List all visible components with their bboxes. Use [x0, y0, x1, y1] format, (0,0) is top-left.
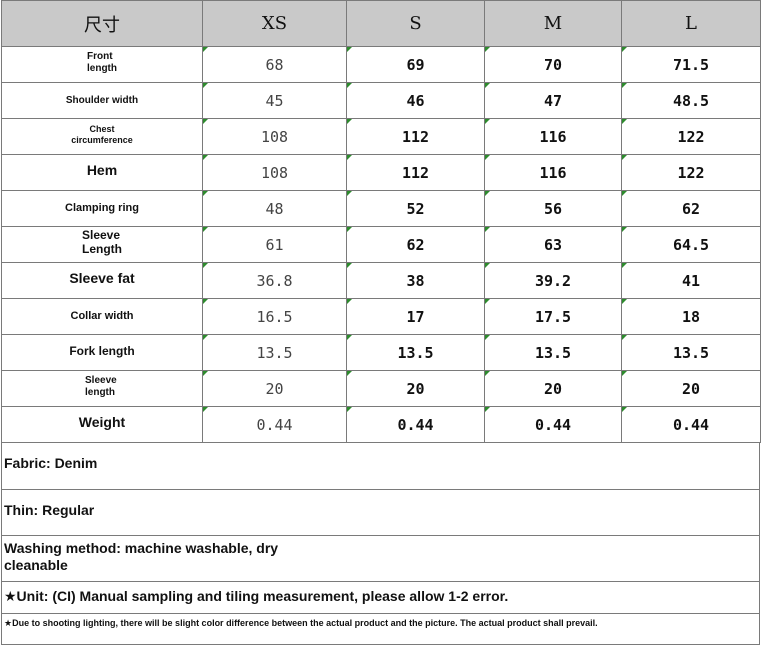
value-l: 0.44	[621, 406, 761, 443]
value-m: 13.5	[484, 334, 622, 371]
value-xs: 48	[202, 190, 347, 227]
washing-info: Washing method: machine washable, dry cl…	[1, 536, 760, 582]
value-l: 48.5	[621, 82, 761, 119]
value-s: 112	[346, 154, 485, 191]
thickness-info: Thin: Regular	[1, 490, 760, 536]
value-s: 46	[346, 82, 485, 119]
row-label-cell: Sleeve fat	[1, 262, 203, 299]
value-l: 18	[621, 298, 761, 335]
table-row: Sleeve Length 61 62 63 64.5	[1, 226, 761, 263]
value-l: 13.5	[621, 334, 761, 371]
value-l: 122	[621, 118, 761, 155]
row-label-cell: Shoulder width	[1, 82, 203, 119]
value-l: 64.5	[621, 226, 761, 263]
row-label-cell: Collar width	[1, 298, 203, 335]
value-l: 41	[621, 262, 761, 299]
washing-text: Washing method: machine washable, dry cl…	[4, 540, 279, 573]
row-label-cell: Hem	[1, 154, 203, 191]
value-xs: 68	[202, 46, 347, 83]
value-xs: 36.8	[202, 262, 347, 299]
value-xs: 108	[202, 118, 347, 155]
value-l: 122	[621, 154, 761, 191]
value-s: 62	[346, 226, 485, 263]
value-l: 62	[621, 190, 761, 227]
row-label-cell: Clamping ring	[1, 190, 203, 227]
row-label: Collar width	[62, 308, 142, 325]
table-row: Hem 108 112 116 122	[1, 154, 761, 191]
value-xs: 45	[202, 82, 347, 119]
table-row: Chest circumference 108 112 116 122	[1, 118, 761, 155]
row-label-cell: Sleeve length	[1, 370, 203, 407]
value-xs: 0.44	[202, 406, 347, 443]
value-xs: 20	[202, 370, 347, 407]
value-l: 71.5	[621, 46, 761, 83]
value-l: 20	[621, 370, 761, 407]
table-row: Shoulder width 45 46 47 48.5	[1, 82, 761, 119]
value-m: 17.5	[484, 298, 622, 335]
header-xs: XS	[202, 0, 347, 47]
row-label: Fork length	[61, 343, 143, 361]
row-label: Hem	[78, 160, 126, 181]
row-label: Sleeve length	[77, 373, 127, 400]
disclaimer-text: ★Due to shooting lighting, there will be…	[4, 618, 598, 628]
header-s: S	[346, 0, 485, 47]
table-row: Front length 68 69 70 71.5	[1, 46, 761, 83]
value-s: 38	[346, 262, 485, 299]
value-xs: 61	[202, 226, 347, 263]
row-label-cell: Fork length	[1, 334, 203, 371]
value-m: 47	[484, 82, 622, 119]
size-table: 尺寸 XS S M L Front length 68 69 70 71.5 S…	[1, 0, 761, 443]
value-xs: 108	[202, 154, 347, 191]
row-label: Sleeve fat	[61, 268, 143, 289]
table-row: Fork length 13.5 13.5 13.5 13.5	[1, 334, 761, 371]
value-s: 112	[346, 118, 485, 155]
row-label: Chest circumference	[59, 122, 145, 147]
value-m: 116	[484, 118, 622, 155]
value-m: 63	[484, 226, 622, 263]
table-row: Sleeve fat 36.8 38 39.2 41	[1, 262, 761, 299]
value-m: 0.44	[484, 406, 622, 443]
row-label: Front length	[79, 49, 125, 76]
table-row: Weight 0.44 0.44 0.44 0.44	[1, 406, 761, 443]
disclaimer-note: ★Due to shooting lighting, there will be…	[1, 614, 760, 645]
row-label: Clamping ring	[57, 200, 147, 217]
value-m: 39.2	[484, 262, 622, 299]
row-label: Sleeve Length	[74, 226, 130, 259]
table-row: Collar width 16.5 17 17.5 18	[1, 298, 761, 335]
value-s: 20	[346, 370, 485, 407]
row-label: Shoulder width	[57, 93, 147, 109]
value-s: 69	[346, 46, 485, 83]
value-s: 13.5	[346, 334, 485, 371]
value-s: 0.44	[346, 406, 485, 443]
unit-note: ★Unit: (CI) Manual sampling and tiling m…	[1, 582, 760, 614]
row-label-cell: Chest circumference	[1, 118, 203, 155]
header-m: M	[484, 0, 622, 47]
row-label-cell: Weight	[1, 406, 203, 443]
fabric-info: Fabric: Denim	[1, 443, 760, 490]
table-row: Sleeve length 20 20 20 20	[1, 370, 761, 407]
header-size: 尺寸	[1, 0, 203, 47]
row-label-cell: Sleeve Length	[1, 226, 203, 263]
value-m: 70	[484, 46, 622, 83]
table-row: Clamping ring 48 52 56 62	[1, 190, 761, 227]
value-s: 17	[346, 298, 485, 335]
value-xs: 16.5	[202, 298, 347, 335]
header-row: 尺寸 XS S M L	[1, 0, 761, 47]
row-label-cell: Front length	[1, 46, 203, 83]
value-m: 116	[484, 154, 622, 191]
value-m: 20	[484, 370, 622, 407]
value-s: 52	[346, 190, 485, 227]
value-xs: 13.5	[202, 334, 347, 371]
header-l: L	[621, 0, 761, 47]
value-m: 56	[484, 190, 622, 227]
row-label: Weight	[70, 412, 134, 433]
